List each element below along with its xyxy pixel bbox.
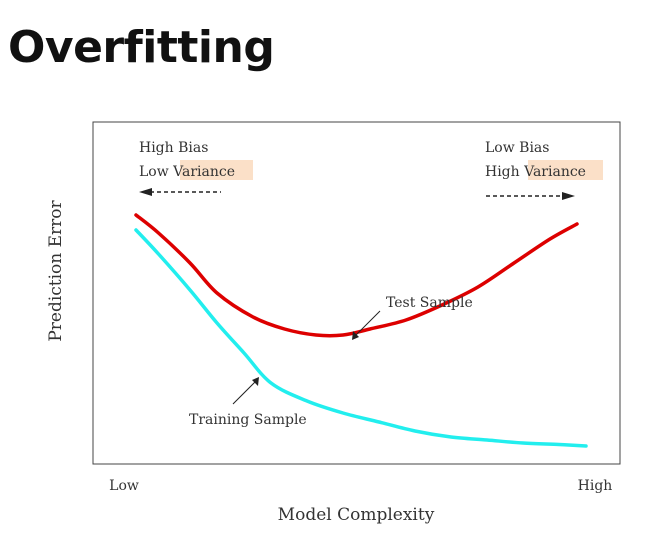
x-tick-label-low: Low bbox=[109, 478, 139, 494]
annotation-high-bias: High Bias bbox=[139, 140, 208, 156]
test-sample-pointer-head bbox=[352, 331, 359, 340]
variance-highlight-left bbox=[180, 160, 253, 180]
right-arrow-head bbox=[562, 192, 575, 200]
left-arrow-head bbox=[139, 188, 152, 196]
annotation-low-variance: Low Variance bbox=[139, 164, 235, 180]
x-tick-label-high: High bbox=[578, 478, 613, 494]
series-layer bbox=[134, 213, 588, 448]
y-axis-label: Prediction Error bbox=[46, 199, 66, 341]
variance-highlight-right bbox=[528, 160, 603, 180]
training-sample-pointer-head bbox=[252, 377, 259, 386]
annotation-high-variance: High Variance bbox=[485, 164, 586, 180]
test-sample-pointer-line bbox=[354, 310, 381, 337]
test-sample-label: Test Sample bbox=[386, 295, 473, 311]
training-sample-pointer-line bbox=[232, 380, 257, 405]
training-sample-label: Training Sample bbox=[189, 412, 307, 428]
test-sample-curve bbox=[134, 213, 579, 338]
training-sample-curve bbox=[134, 228, 588, 448]
annotation-low-bias: Low Bias bbox=[485, 140, 549, 156]
slide-title: Overfitting bbox=[8, 22, 275, 73]
x-axis-label: Model Complexity bbox=[278, 505, 435, 525]
